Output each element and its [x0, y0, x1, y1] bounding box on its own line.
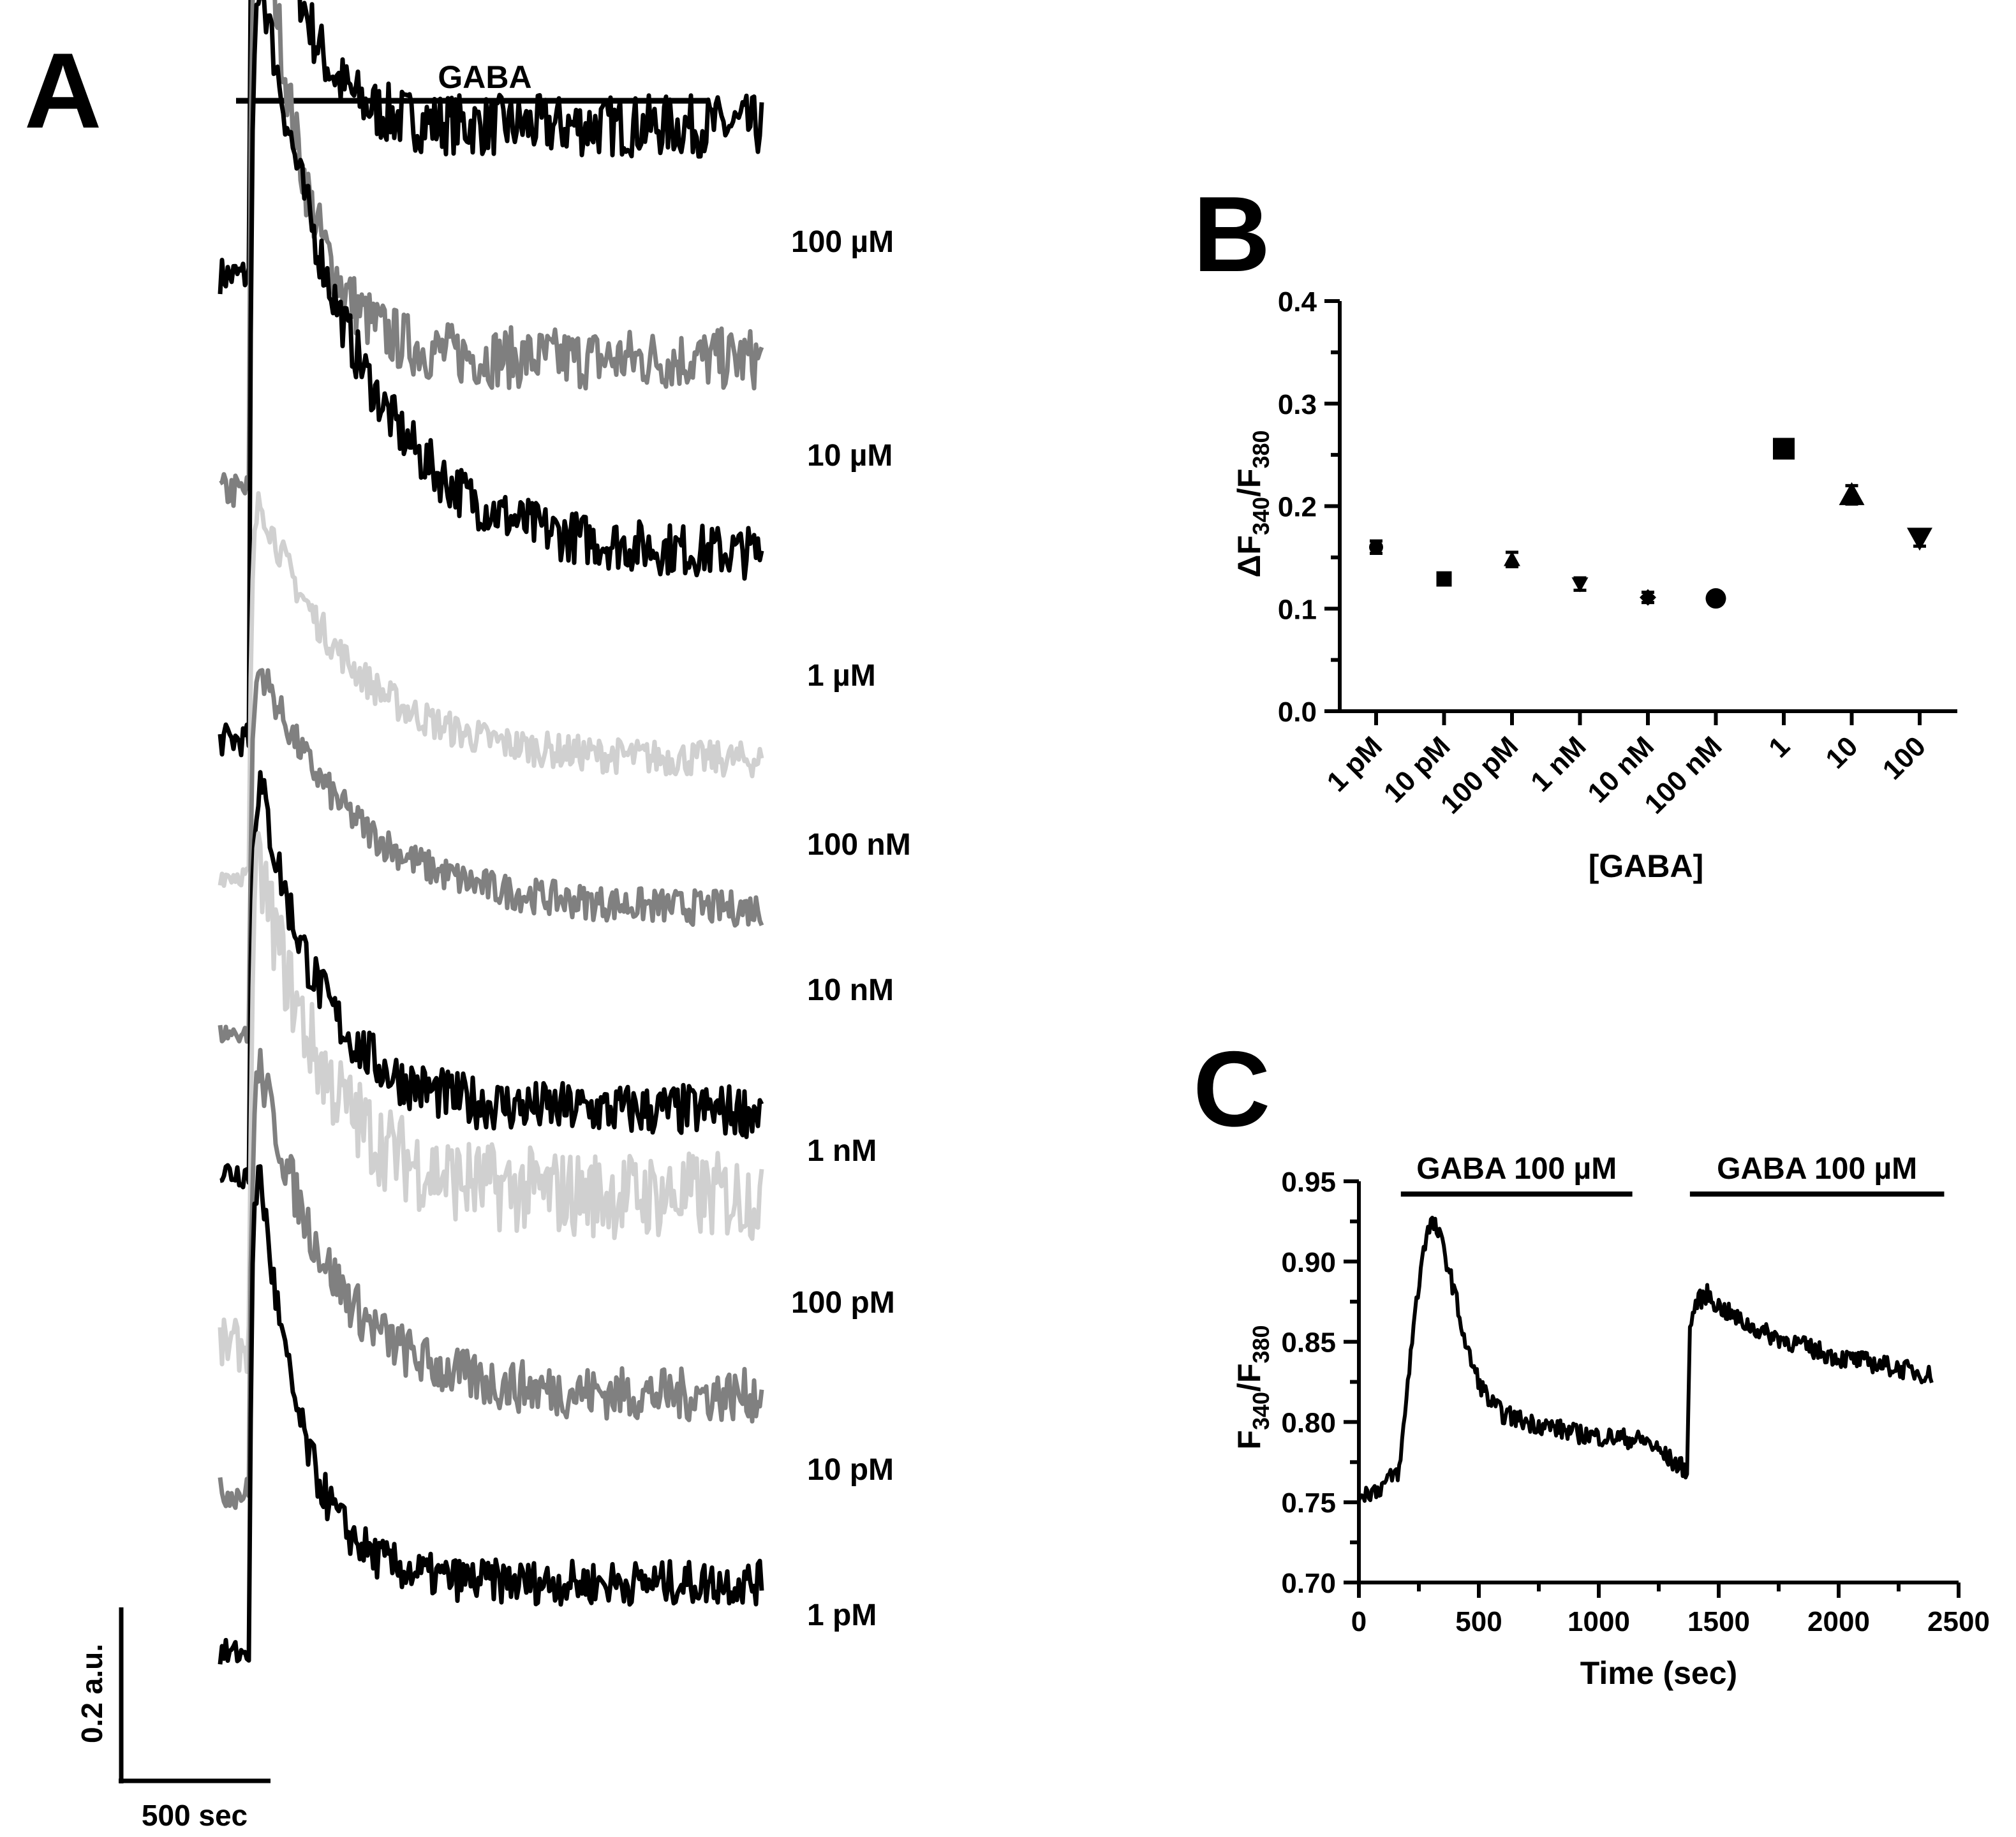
scale-bar-y-label: 0.2 a.u. [75, 1644, 108, 1743]
trace-0 [218, 0, 764, 295]
gaba-stimulus-label: GABA [438, 59, 531, 95]
trace-label-2: 1 µM [807, 659, 876, 693]
panel-b-y-tick-label: 0.2 [1278, 492, 1317, 523]
panel-c-y-tick-label: 0.95 [1281, 1167, 1336, 1198]
panel-b-point [1640, 589, 1656, 606]
trace-label-3: 100 nM [807, 828, 911, 862]
trace-8 [218, 1164, 764, 1665]
panel-c-y-tick-label: 0.70 [1281, 1568, 1336, 1599]
scale-bar-x-label: 500 sec [142, 1799, 248, 1832]
trace-3 [218, 491, 764, 888]
panel-b-x-tick-label: 1 [1763, 730, 1796, 764]
panel-c-y-tick-label: 0.85 [1281, 1327, 1336, 1359]
panel-b-point [1705, 588, 1726, 609]
trace-label-7: 10 pM [807, 1453, 894, 1487]
trace-4 [218, 668, 764, 1044]
panel-c-x-tick-label: 2500 [1927, 1606, 1990, 1637]
panel-b-y-tick-label: 0.0 [1278, 697, 1317, 728]
panel-c-stimulus-label-0: GABA 100 µM [1416, 1152, 1617, 1186]
panel-c-y-tick-label: 0.80 [1281, 1407, 1336, 1438]
panel-c-y-axis-label: F340/F380 [1231, 1325, 1274, 1449]
panel-b-x-tick-label: 100 pM [1435, 730, 1524, 820]
panel-c: C 0.70 0.75 0.80 0.85 0.90 0.95 0 500 1000 1500 20… [1193, 1029, 1990, 1691]
panel-b-point [1907, 527, 1932, 551]
trace-label-0: 100 µM [791, 225, 894, 259]
trace-2 [218, 0, 764, 758]
panel-c-y-tick-label: 0.90 [1281, 1247, 1336, 1278]
panel-b-y-tick-label: 0.1 [1278, 594, 1317, 625]
panel-b-y-tick-label: 0.3 [1278, 389, 1317, 420]
trace-label-1: 10 µM [807, 439, 893, 473]
trace-7 [218, 1047, 764, 1510]
panel-b-label: B [1193, 174, 1270, 294]
trace-label-4: 10 nM [807, 973, 894, 1007]
panel-c-x-axis-label: Time (sec) [1580, 1655, 1737, 1691]
panel-a-label: A [24, 31, 101, 151]
panel-c-x-tick-label: 2000 [1807, 1606, 1870, 1637]
panel-c-x-tick-label: 1000 [1568, 1606, 1630, 1637]
panel-b-point [1369, 540, 1383, 554]
scale-bar: 0.2 a.u. 500 sec [75, 1607, 271, 1832]
trace-label-8: 1 pM [807, 1598, 877, 1632]
trace-5 [219, 770, 764, 1190]
panel-b-x-tick-label: 100 [1877, 730, 1932, 786]
trace-label-5: 1 nM [807, 1134, 877, 1168]
panel-b-point [1773, 438, 1795, 460]
panel-b-x-tick-label: 10 [1820, 730, 1864, 774]
panel-b-point [1436, 571, 1452, 587]
panel-a-traces: 100 µM 10 µM 1 µM 100 nM 10 nM 1 nM 100 pM 10 p… [218, 0, 911, 1665]
panel-c-stimulus-label-1: GABA 100 µM [1717, 1152, 1917, 1186]
panel-c-stimuli: GABA 100 µM GABA 100 µM [1400, 1152, 1945, 1197]
panel-c-x-tick-label: 0 [1351, 1606, 1367, 1637]
panel-b-x-tick-label: 100 nM [1638, 730, 1728, 820]
panel-b-point [1571, 577, 1589, 593]
trace-label-6: 100 pM [791, 1286, 895, 1320]
panel-b-points [1369, 438, 1932, 609]
panel-b-x-axis-label: [GABA] [1589, 848, 1704, 884]
panel-c-trace [1357, 1216, 1934, 1503]
panel-c-x-tick-label: 500 [1455, 1606, 1502, 1637]
panel-b-y-tick-label: 0.4 [1278, 286, 1317, 318]
trace-6 [218, 830, 764, 1375]
panel-b-y-axis-label: ΔF340/F380 [1231, 430, 1274, 577]
panel-c-y-tick-label: 0.75 [1281, 1487, 1336, 1519]
panel-b-point [1504, 551, 1520, 566]
panel-c-label: C [1193, 1029, 1270, 1149]
panel-c-ticks: 0.70 0.75 0.80 0.85 0.90 0.95 0 500 1000 1500 2000… [1281, 1167, 1990, 1637]
panel-b-point [1839, 482, 1865, 505]
panel-c-x-tick-label: 1500 [1687, 1606, 1750, 1637]
